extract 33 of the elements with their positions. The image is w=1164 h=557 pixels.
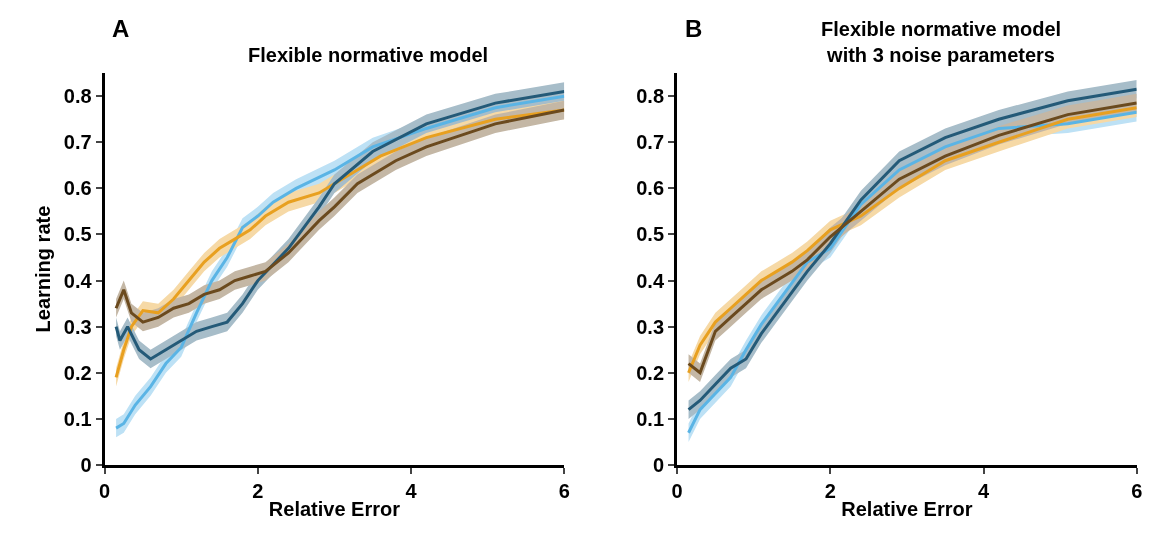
x-tick-label: 6: [558, 479, 570, 502]
text: A: [112, 15, 130, 42]
y-tick-label: 0.4: [636, 269, 665, 292]
y-tick-label: 0.1: [636, 407, 665, 430]
x-tick-label: 6: [1131, 479, 1143, 502]
y-tick-label: 0: [80, 453, 92, 476]
x-tick-label: 2: [252, 479, 264, 502]
y-tick-label: 0.4: [63, 269, 93, 292]
text: B: [685, 15, 703, 42]
y-axis-title: Learning rate: [32, 205, 55, 333]
y-tick-label: 0.7: [636, 131, 665, 154]
y-tick-label: 0.6: [636, 177, 665, 200]
x-tick-label: 4: [405, 479, 418, 502]
x-axis-title: Relative Error: [268, 498, 401, 521]
y-tick-label: 0.2: [63, 361, 92, 384]
chart-title: Flexible normative model: [248, 44, 489, 66]
y-tick-label: 0.3: [636, 315, 665, 338]
y-tick-label: 0.1: [63, 407, 92, 430]
x-tick-label: 0: [99, 479, 111, 502]
x-axis-title: Relative Error: [841, 498, 973, 521]
y-tick-label: 0.5: [63, 223, 92, 246]
y-tick-label: 0.3: [63, 315, 92, 338]
y-tick-label: 0.8: [636, 85, 665, 108]
x-tick-label: 0: [671, 479, 683, 502]
y-tick-label: 0.2: [636, 361, 665, 384]
y-tick-label: 0.6: [63, 177, 92, 200]
chart-title: Flexible normative model with 3 noise parameters: [821, 18, 1062, 66]
y-tick-label: 0.8: [63, 85, 92, 108]
y-tick-label: 0.5: [636, 223, 665, 246]
y-tick-label: 0.7: [63, 131, 92, 154]
x-tick-label: 2: [824, 479, 836, 502]
x-tick-label: 4: [977, 479, 990, 502]
y-tick-label: 0: [652, 453, 665, 476]
